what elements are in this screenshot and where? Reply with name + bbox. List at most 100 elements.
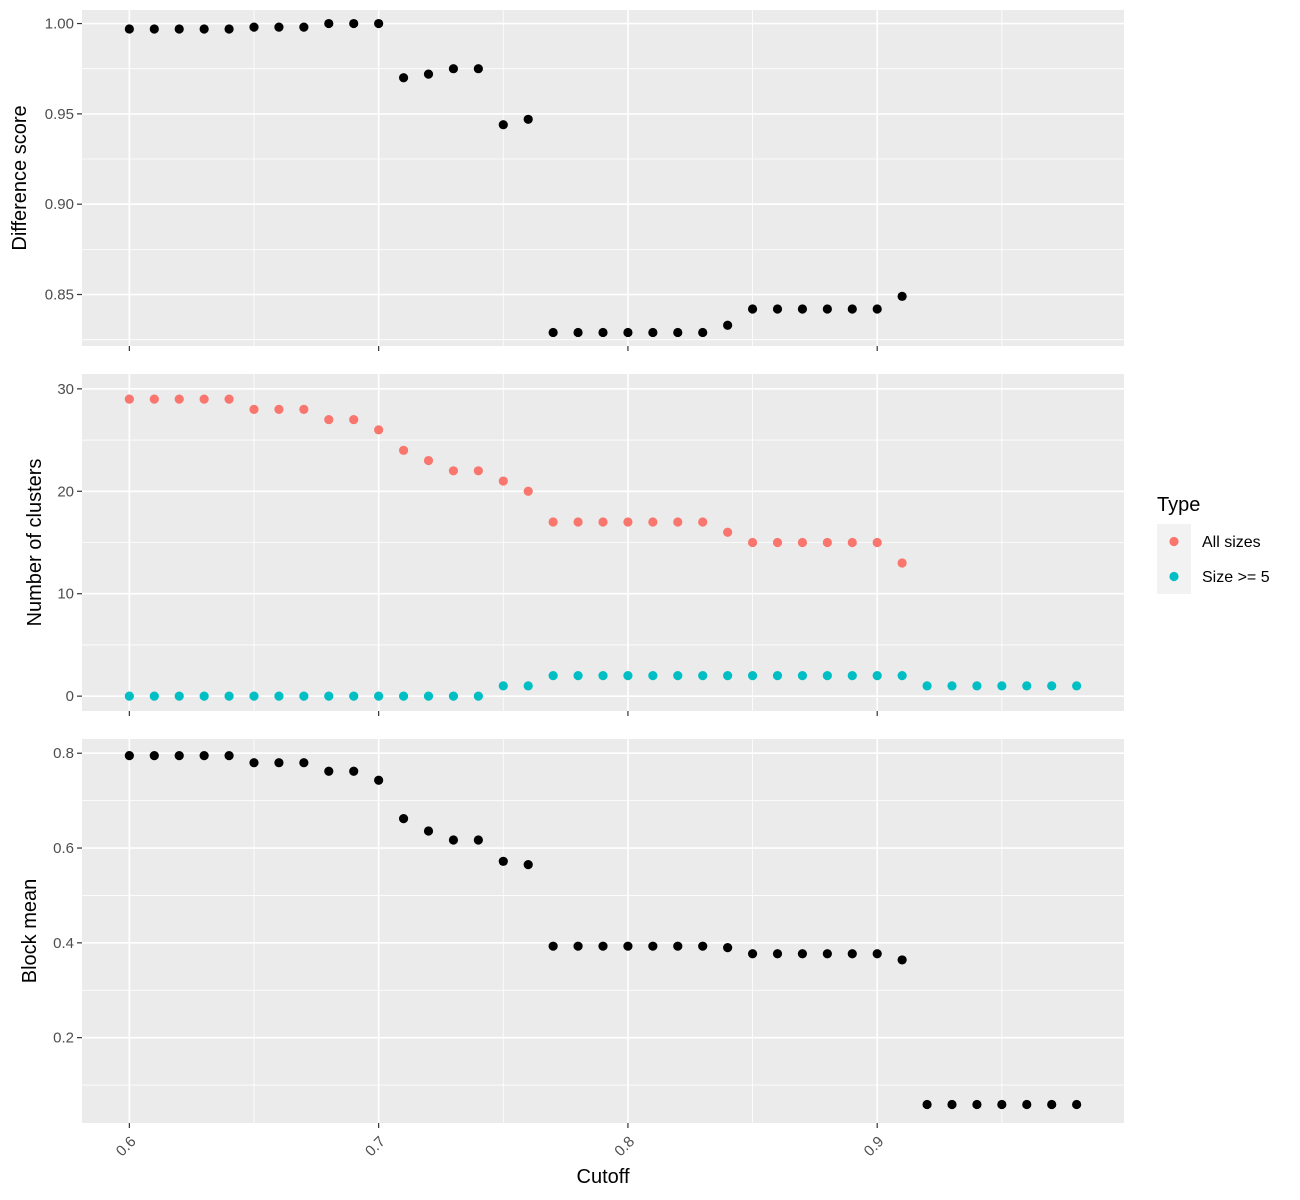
data-point [673, 671, 683, 681]
data-point [224, 24, 234, 34]
data-point [274, 22, 284, 32]
data-point [648, 941, 658, 951]
data-point [847, 671, 857, 681]
data-point [897, 558, 907, 568]
y-tick-label: 0.8 [53, 745, 74, 762]
data-point [822, 671, 832, 681]
data-point [872, 304, 882, 314]
data-point [797, 949, 808, 959]
data-point [648, 517, 658, 527]
data-point [698, 327, 708, 338]
data-point [698, 941, 708, 951]
data-point [473, 466, 483, 476]
data-point [274, 758, 284, 768]
data-point [548, 517, 558, 527]
data-point [573, 671, 583, 681]
x-tick-label: 0.9 [861, 1133, 888, 1160]
data-point [673, 941, 683, 951]
legend-entries: All sizes Size >= 5 [1157, 524, 1270, 594]
legend-entry-all-sizes: All sizes [1157, 524, 1261, 559]
data-point [598, 517, 608, 527]
y-tick-label: 0 [66, 688, 74, 705]
data-point [972, 681, 982, 691]
data-point [199, 750, 209, 761]
data-point [797, 671, 808, 681]
data-point [548, 327, 558, 338]
y-tick-label: 0.4 [53, 935, 74, 952]
data-point [822, 304, 832, 314]
y-tick-label: 1.00 [45, 16, 74, 33]
y-tick-label: 0.85 [45, 287, 74, 304]
data-point [1022, 1099, 1032, 1110]
data-point [573, 327, 583, 338]
data-point [299, 758, 309, 768]
data-point [174, 691, 184, 701]
data-point [224, 750, 234, 761]
data-point [523, 114, 533, 124]
legend-entry-size-5: Size >= 5 [1157, 559, 1270, 594]
data-point [199, 691, 209, 701]
data-point [573, 941, 583, 951]
data-point [498, 681, 508, 691]
data-point [822, 949, 832, 959]
data-point [747, 949, 758, 959]
data-point [324, 766, 334, 776]
data-point [847, 304, 857, 314]
x-tick-label: 0.8 [611, 1133, 638, 1160]
y-tick-label: 0.90 [45, 196, 74, 213]
y-tick-label: 0.95 [45, 106, 74, 123]
data-point [149, 24, 159, 34]
y-axis-title: Number of clusters [24, 459, 46, 627]
data-point [349, 691, 359, 701]
x-axis: 0.6 0.7 0.8 0.9 [113, 1133, 888, 1160]
data-point [623, 941, 633, 951]
series-all-sizes [124, 394, 907, 568]
data-point [174, 750, 184, 761]
data-point [124, 750, 134, 761]
data-point [324, 414, 334, 425]
data-point [723, 320, 733, 330]
data-point [423, 691, 434, 701]
data-point [598, 941, 608, 951]
x-tick-label: 0.6 [113, 1133, 140, 1160]
data-point [548, 941, 558, 951]
data-point [224, 394, 234, 404]
data-point [398, 814, 409, 824]
data-point [149, 750, 159, 761]
data-point [623, 327, 633, 338]
data-point [747, 537, 758, 548]
data-point [498, 120, 508, 130]
data-point [523, 860, 533, 870]
y-tick-label: 30 [57, 381, 74, 398]
data-point [922, 1099, 932, 1110]
data-point [374, 18, 384, 29]
data-point [473, 691, 483, 701]
chart-panels: 0.85 0.90 0.95 1.00 Difference score 0 10 20 30 N… [9, 10, 1124, 1128]
data-point [698, 517, 708, 527]
data-point [349, 766, 359, 776]
panel-background [82, 10, 1124, 346]
data-point [299, 404, 309, 414]
data-point [648, 671, 658, 681]
data-point [772, 537, 783, 548]
y-axis-title: Difference score [9, 105, 31, 250]
panel-difference-score: 0.85 0.90 0.95 1.00 Difference score [9, 10, 1124, 351]
data-point [149, 394, 159, 404]
data-point [224, 691, 234, 701]
data-point [423, 826, 434, 836]
legend-label: All sizes [1202, 534, 1261, 551]
legend-title: Type [1157, 494, 1200, 516]
data-point [797, 304, 808, 314]
data-point [498, 476, 508, 486]
data-point [124, 24, 134, 34]
legend-dot [1169, 536, 1179, 547]
series-difference-score [124, 18, 907, 338]
y-axis-title: Block mean [19, 879, 41, 984]
data-point [698, 671, 708, 681]
data-point [324, 691, 334, 701]
data-point [598, 671, 608, 681]
data-point [648, 327, 658, 338]
data-point [374, 425, 384, 435]
legend-label: Size >= 5 [1202, 569, 1270, 586]
